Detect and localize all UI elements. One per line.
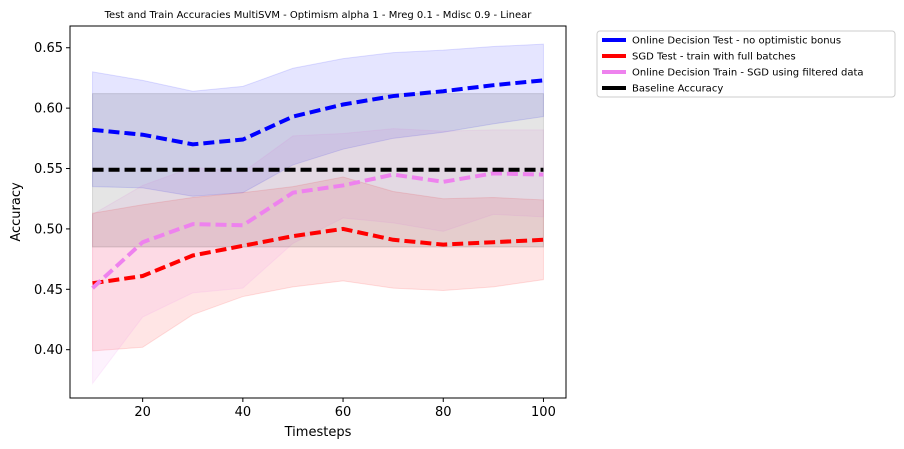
- x-tick-label: 80: [435, 405, 452, 420]
- legend-entry-4: Baseline Accuracy: [632, 84, 723, 95]
- y-tick-label: 0.55: [34, 162, 63, 177]
- y-tick-label: 0.45: [34, 283, 63, 298]
- x-tick-label: 20: [134, 405, 151, 420]
- x-tick-label: 60: [335, 405, 352, 420]
- y-tick-label: 0.65: [34, 41, 63, 56]
- x-tick-label: 100: [531, 405, 556, 420]
- y-axis: 0.40 0.45 0.50 0.55 0.60 0.65: [34, 41, 70, 358]
- plot-area-frame: [69, 25, 567, 399]
- legend-entry-2: SGD Test - train with full batches: [632, 52, 796, 63]
- legend: Online Decision Test - no optimistic bon…: [596, 30, 896, 98]
- legend-box: [596, 30, 896, 98]
- series-lines: [91, 78, 544, 290]
- confidence-band-2: [92, 176, 544, 352]
- series-line-1: [92, 78, 544, 147]
- series-line-2: [92, 226, 544, 286]
- chart-title: Test and Train Accuracies MultiSVM - Opt…: [104, 10, 533, 21]
- legend-entry-3: Online Decision Train - SGD using filter…: [632, 68, 864, 79]
- y-tick-label: 0.60: [34, 102, 63, 117]
- confidence-band-1: [92, 43, 544, 197]
- y-tick-label: 0.50: [34, 222, 63, 237]
- y-tick-label: 0.40: [34, 343, 63, 358]
- x-axis-label: Timesteps: [284, 425, 352, 440]
- legend-entry-1: Online Decision Test - no optimistic bon…: [632, 36, 841, 47]
- series-line-3: [91, 171, 544, 290]
- x-tick-label: 40: [235, 405, 252, 420]
- confidence-band-3: [92, 128, 544, 386]
- y-axis-label: Accuracy: [9, 182, 24, 242]
- x-axis: 20 40 60 80 100: [134, 398, 556, 420]
